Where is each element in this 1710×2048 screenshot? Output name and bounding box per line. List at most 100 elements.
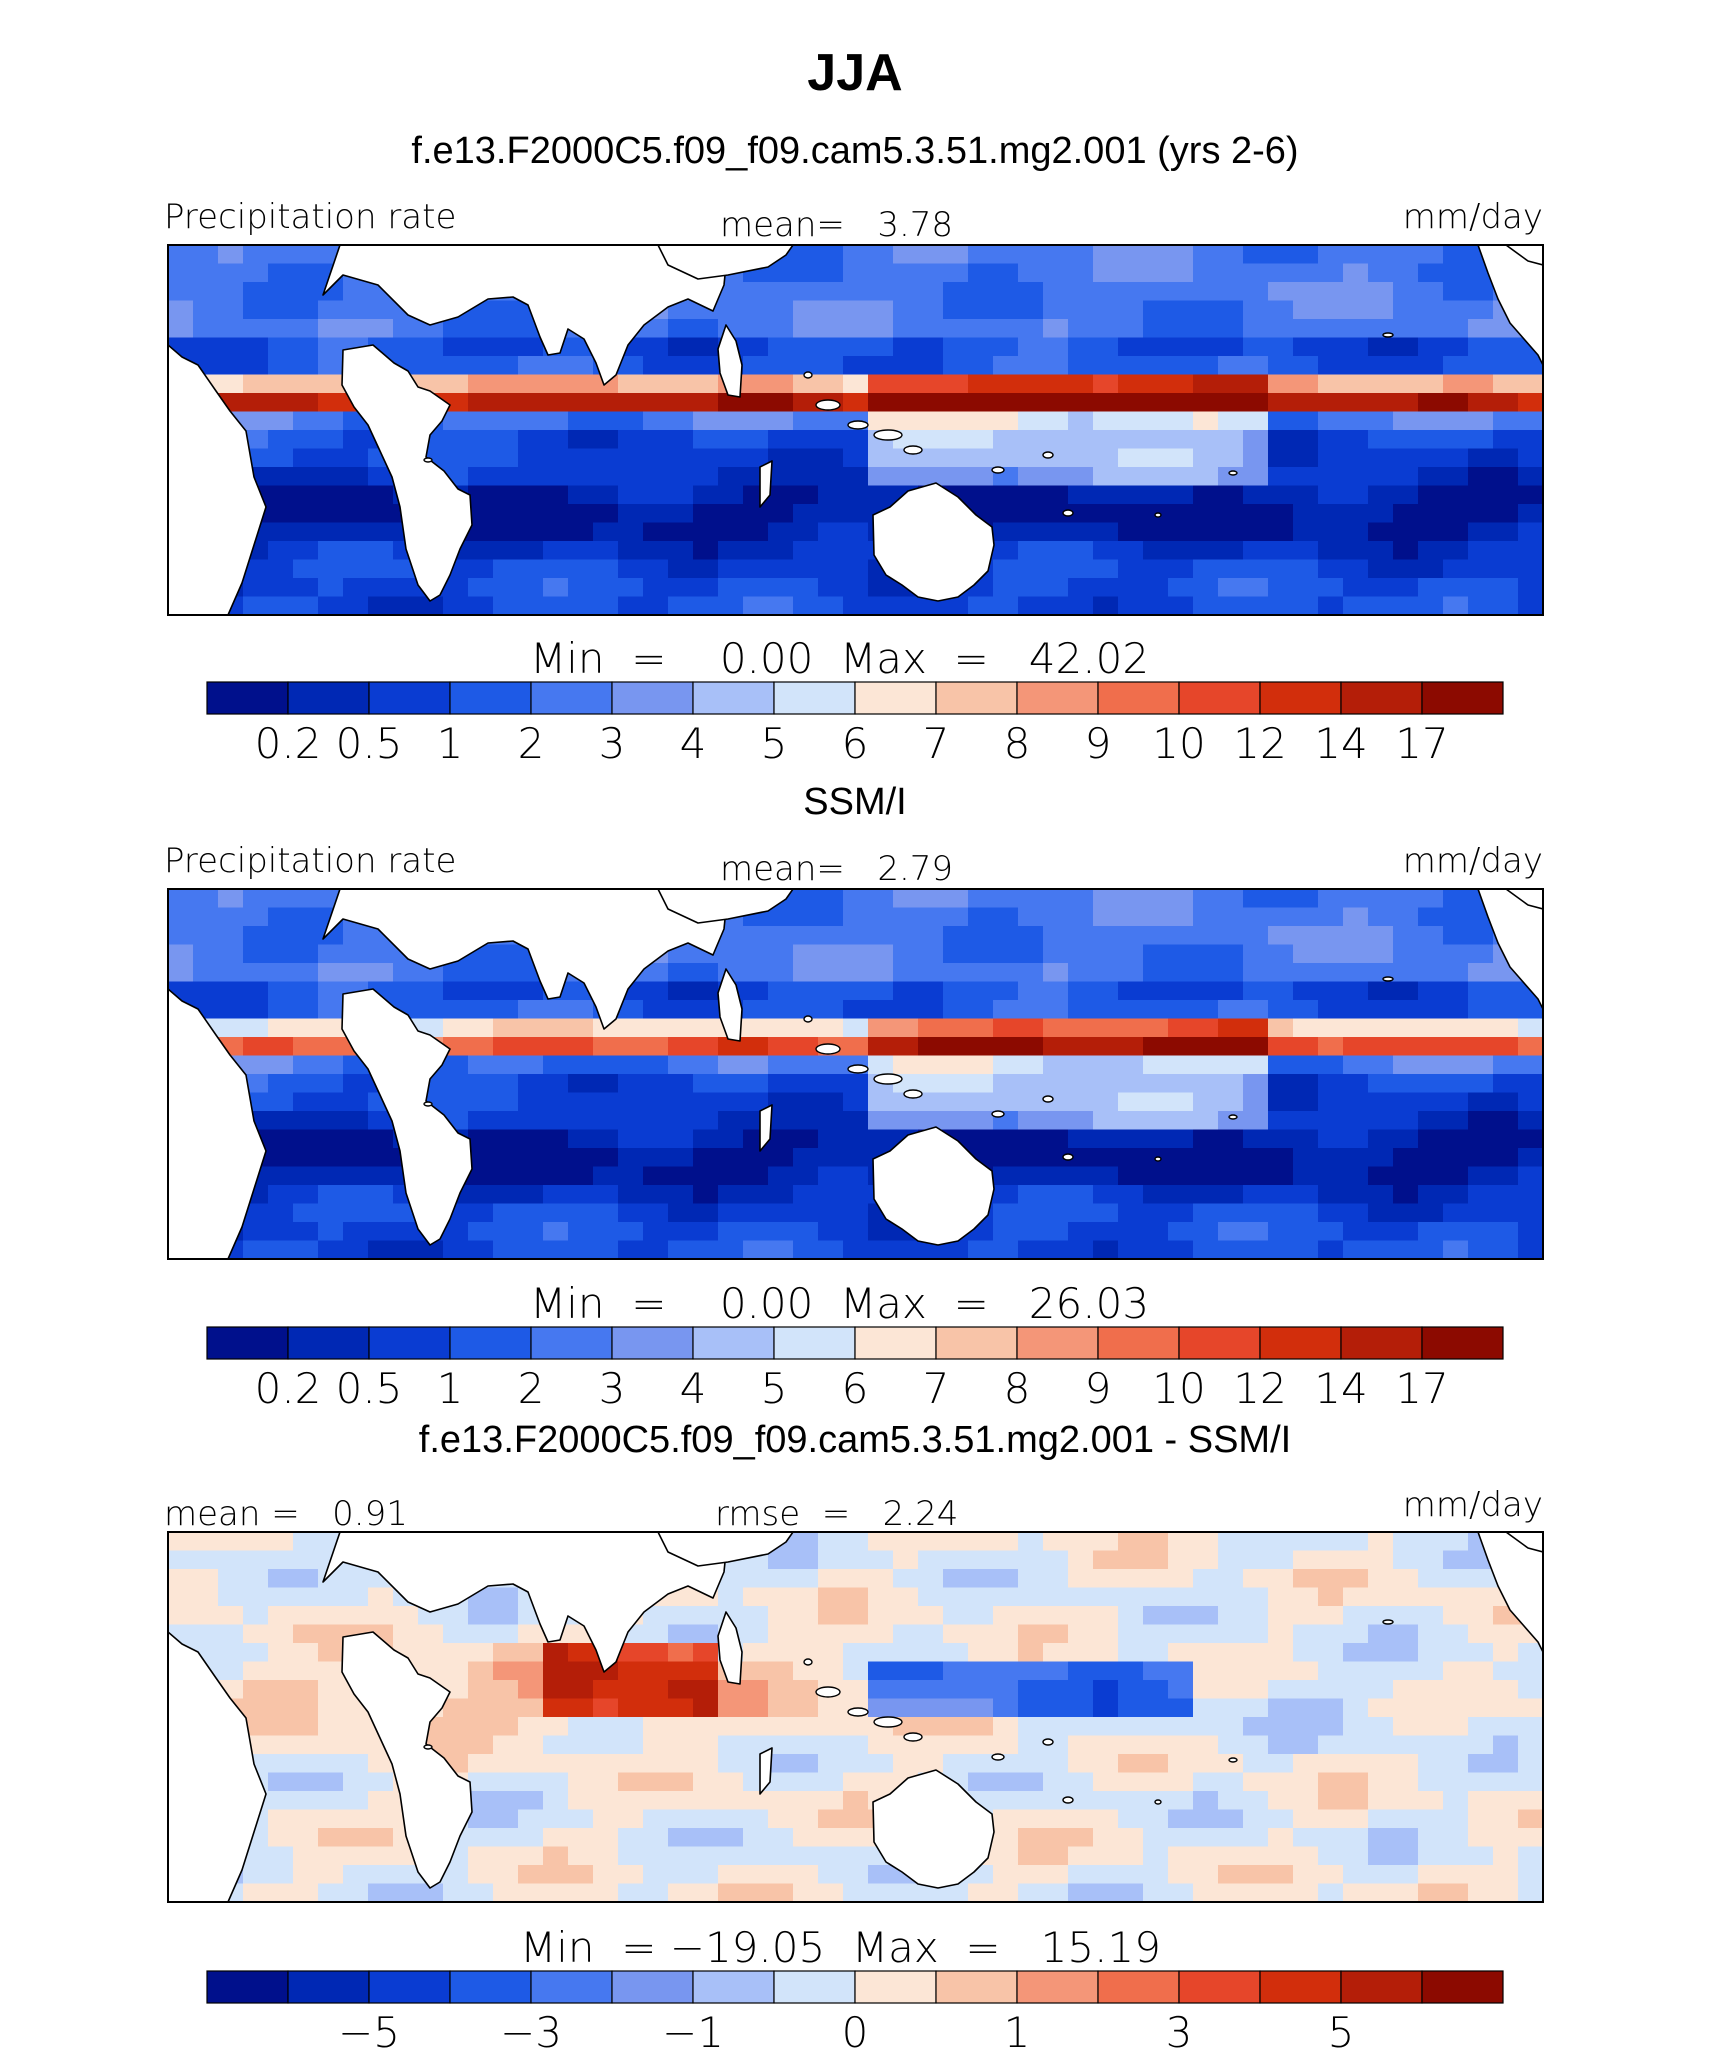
field-cell [1343,926,1369,946]
field-cell [1268,282,1294,302]
field-cell [868,1092,894,1112]
field-cell [1218,889,1244,909]
field-cell [268,926,294,946]
field-cell [693,1661,719,1681]
field-cell [1218,1240,1244,1259]
field-cell [218,356,244,376]
field-cell [643,1185,669,1205]
field-cell [1118,485,1144,505]
field-cell [1218,1883,1244,1902]
field-cell [793,1037,819,1057]
field-cell [843,907,869,927]
colorbar-swatch [368,1326,451,1360]
field-cell [268,282,294,302]
field-cell [943,411,969,431]
field-cell [1393,1883,1419,1902]
field-cell [818,1166,844,1186]
field-cell [493,541,519,561]
field-cell [768,1680,794,1700]
field-cell [243,1550,269,1570]
field-cell [1018,1074,1044,1094]
panel-model: f.e13.F2000C5.f09_f09.cam5.3.51.mg2.001 … [164,130,1544,768]
field-cell [468,504,494,524]
field-cell [1293,448,1319,468]
field-cell [1318,522,1344,542]
field-cell [1393,300,1419,320]
field-cell [543,1037,569,1057]
field-cell [1168,1883,1194,1902]
colorbar-swatch [287,1326,370,1360]
field-cell [718,282,744,302]
field-cell [318,522,344,542]
field-cell [1443,1624,1469,1644]
field-cell [1093,356,1119,376]
field-cell [768,1092,794,1112]
field-cell [618,448,644,468]
colorbar-tick-label: 10 [1152,719,1205,768]
field-cell [418,963,444,983]
field-cell [618,1846,644,1866]
field-cell [1293,1606,1319,1626]
field-cell [1118,1643,1144,1663]
field-cell [1093,504,1119,524]
field-cell [1418,596,1444,615]
field-cell [843,1624,869,1644]
field-cell [268,467,294,487]
field-cell [518,1865,544,1885]
field-cell [968,263,994,283]
field-cell [243,245,269,265]
field-cell [1068,1643,1094,1663]
field-cell [693,393,719,413]
field-cell [1293,1883,1319,1902]
field-cell [1268,1698,1294,1718]
field-cell [868,282,894,302]
field-cell [1468,1772,1494,1792]
field-cell [818,522,844,542]
field-cell [1268,1754,1294,1774]
field-cell [343,578,369,598]
field-cell [1193,411,1219,431]
field-cell [993,319,1019,339]
field-cell [1493,578,1519,598]
field-cell [518,1883,544,1902]
field-cell [1393,411,1419,431]
field-cell [843,981,869,1001]
field-cell [268,1587,294,1607]
field-cell [593,1865,619,1885]
field-cell [718,522,744,542]
field-cell [1418,1587,1444,1607]
field-cell [368,1148,394,1168]
landmass [168,245,267,615]
field-cell [568,1148,594,1168]
field-cell [718,1092,744,1112]
field-cell [493,430,519,450]
field-cell [918,1587,944,1607]
field-cell [1143,559,1169,579]
field-cell [718,1883,744,1902]
field-cell [1243,1772,1269,1792]
field-cell [268,430,294,450]
field-cell [618,1865,644,1885]
field-cell [568,1791,594,1811]
field-cell [1193,944,1219,964]
field-cell [1168,1166,1194,1186]
field-cell [1193,1240,1219,1259]
field-cell [1068,578,1094,598]
field-cell [843,245,869,265]
field-cell [418,1624,444,1644]
field-cell [1268,1717,1294,1737]
field-cell [768,263,794,283]
field-cell [1093,944,1119,964]
field-cell [843,1717,869,1737]
field-cell [268,1865,294,1885]
field-cell [793,1846,819,1866]
field-cell [1193,1185,1219,1205]
field-cell [1318,1883,1344,1902]
field-cell [243,430,269,450]
field-cell [1368,1661,1394,1681]
field-cell [1193,1129,1219,1149]
field-cell [643,559,669,579]
field-cell [818,1772,844,1792]
field-cell [1343,1018,1369,1038]
field-cell [718,504,744,524]
